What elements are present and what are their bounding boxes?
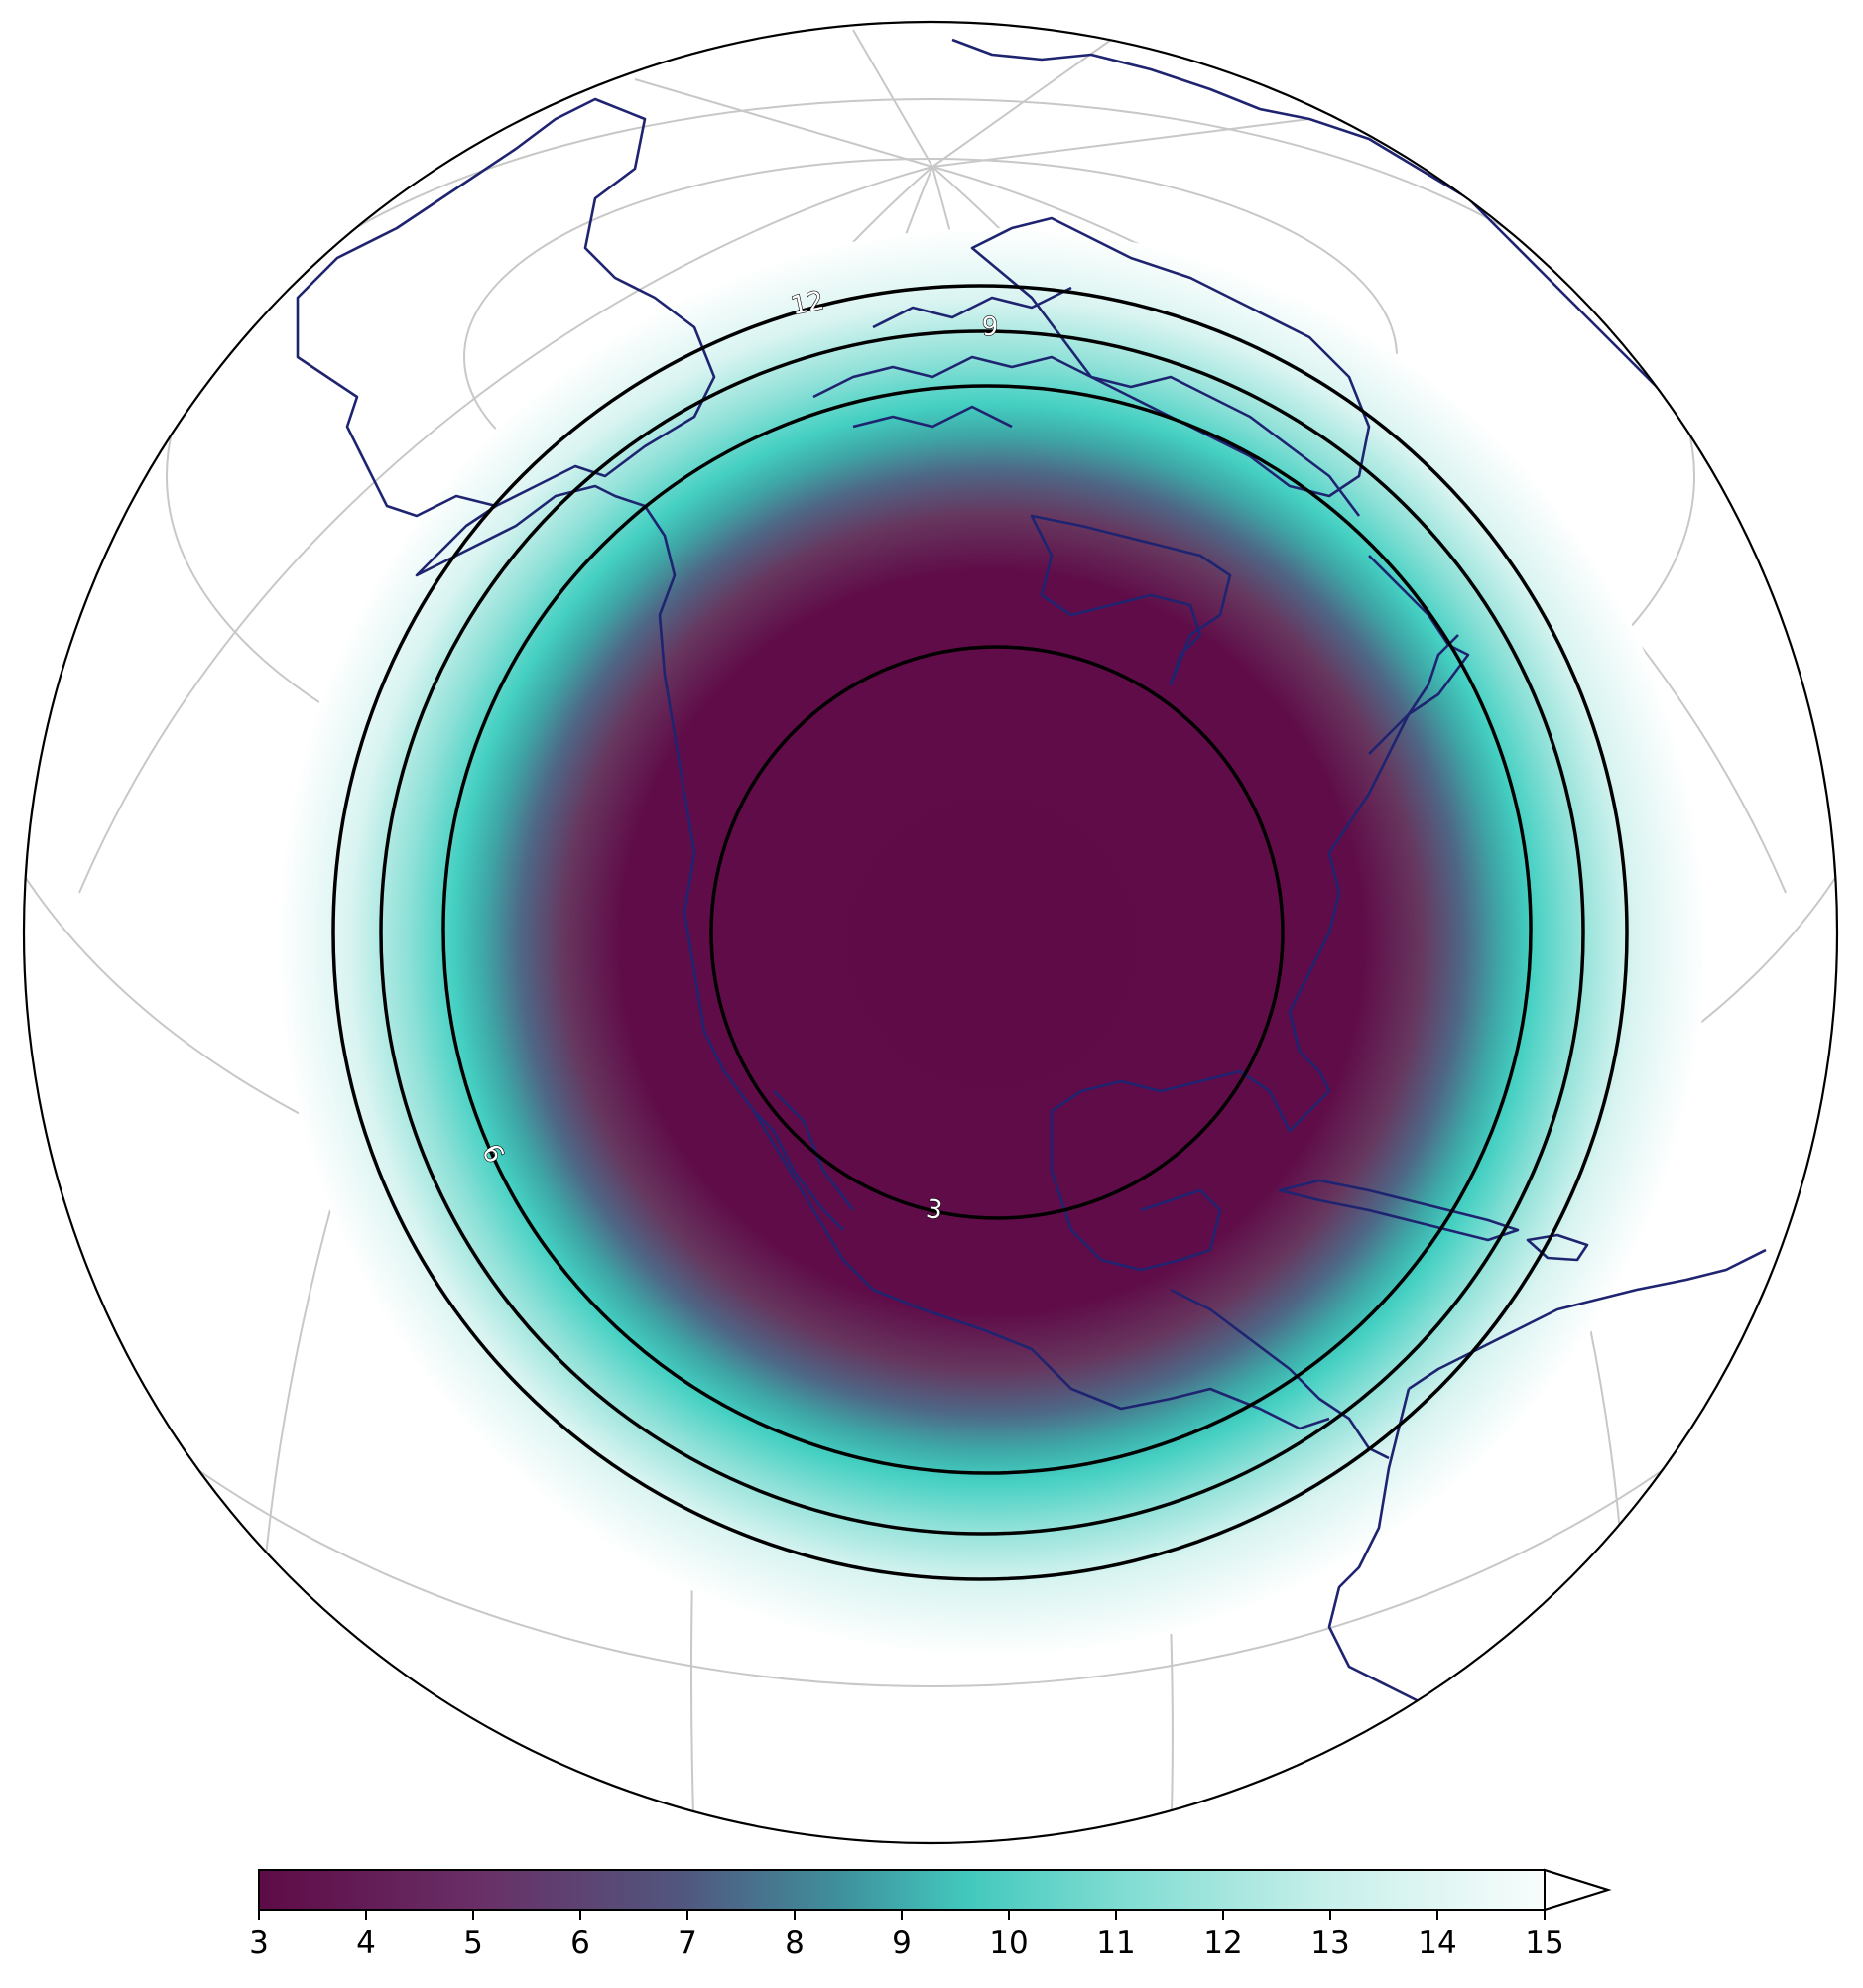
- contour-label-12: 12: [789, 286, 827, 321]
- colorbar-tick-label: 6: [570, 1926, 590, 1961]
- field-shading: [278, 228, 1706, 1657]
- longitude-line: [932, 39, 1112, 168]
- coastline-europe-north: [1685, 237, 1798, 368]
- colorbar-fill: [259, 1870, 1545, 1910]
- coastline-labrador-east: [1368, 555, 1470, 755]
- colorbar-ticks: 3 4 5 6 7 8 9 10 11 12 13 14 15: [249, 1910, 1564, 1961]
- colorbar-tick-label: 3: [249, 1926, 269, 1961]
- colorbar-tick-label: 7: [678, 1926, 697, 1961]
- longitude-line: [932, 118, 1310, 168]
- contour-9: [379, 329, 1585, 1536]
- colorbar: 3 4 5 6 7 8 9 10 11 12 13 14 15: [249, 1868, 1612, 1961]
- contour-3: [709, 645, 1285, 1220]
- coastline-gulf-mexico: [1051, 634, 1459, 1133]
- contour-label-9: 9: [982, 312, 999, 342]
- contour-12: [331, 284, 1629, 1581]
- coastline-south-america: [1327, 1248, 1767, 1747]
- colorbar-tick-label: 13: [1310, 1926, 1349, 1961]
- scalar-field: [278, 228, 1706, 1657]
- coastline-north-america-west: [296, 97, 716, 518]
- longitude-line: [852, 29, 933, 168]
- colorbar-tick-label: 11: [1096, 1926, 1135, 1961]
- contours: [331, 284, 1629, 1581]
- contour-label-3: 3: [924, 1194, 944, 1226]
- colorbar-tick-label: 9: [892, 1926, 912, 1961]
- colorbar-outline: [258, 1869, 1612, 1911]
- longitude-line: [78, 166, 933, 894]
- contour-6: [441, 384, 1533, 1475]
- globe-outline: [22, 20, 1839, 1845]
- colorbar-tick-label: 10: [989, 1926, 1028, 1961]
- colorbar-tick-label: 12: [1203, 1926, 1242, 1961]
- colorbar-tick-label: 14: [1418, 1926, 1456, 1961]
- colorbar-tick-label: 5: [463, 1926, 483, 1961]
- colorbar-tick-label: 15: [1525, 1926, 1563, 1961]
- coastline-alaska-peninsula: [415, 484, 1330, 1430]
- latitude-line: [24, 22, 1837, 1687]
- coastline-central-america: [1170, 1288, 1390, 1460]
- coastline-greenland: [970, 216, 1371, 498]
- colorbar-tick-label: 8: [785, 1926, 805, 1961]
- coastline-baja: [753, 1090, 855, 1231]
- colorbar-extend-arrow: [1544, 1868, 1612, 1912]
- colorbar-tick-label: 4: [356, 1926, 376, 1961]
- longitude-line: [634, 78, 933, 168]
- coastlines: [296, 38, 1798, 1747]
- coastline-hudson-bay: [1030, 514, 1232, 686]
- coastline-caribbean-cuba: [1278, 1179, 1520, 1242]
